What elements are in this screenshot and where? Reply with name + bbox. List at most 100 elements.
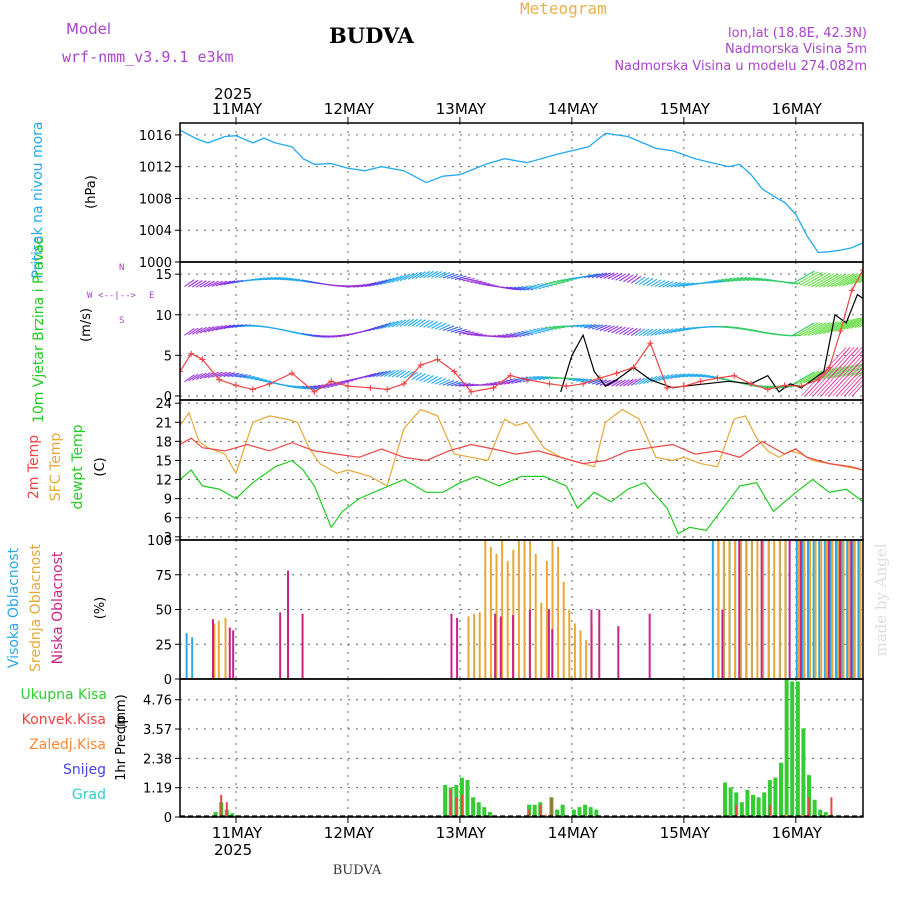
mid-cloud-ylabel: Srednja Oblacnost bbox=[28, 544, 44, 672]
wind-speed-marker bbox=[680, 383, 687, 390]
wind-arrow bbox=[391, 275, 403, 283]
wind-arrow bbox=[768, 385, 781, 389]
wind-arrow bbox=[540, 327, 553, 331]
wind-arrow bbox=[325, 383, 338, 387]
cloud-bar bbox=[801, 540, 804, 679]
wind-arrow bbox=[399, 319, 411, 327]
wind-arrow bbox=[454, 329, 467, 334]
wind-arrow bbox=[188, 373, 199, 382]
wind-arrow bbox=[290, 385, 303, 390]
panel-temperature: 3 6 9 12 15 18 21 24 bbox=[155, 397, 863, 546]
wind-arrow bbox=[184, 374, 195, 383]
wind-arrow bbox=[646, 375, 658, 384]
wind-arrow bbox=[834, 363, 858, 378]
wind-arrow bbox=[442, 272, 455, 279]
wind-arrow bbox=[203, 280, 215, 288]
wind-arrow bbox=[380, 278, 392, 286]
cloud-bar bbox=[547, 609, 550, 679]
wind-arrow bbox=[595, 272, 608, 279]
wind-arrow bbox=[219, 280, 232, 286]
wind-arrow bbox=[415, 319, 426, 327]
wind-arrow bbox=[227, 324, 240, 329]
precip-bar bbox=[583, 804, 588, 817]
wind-speed-marker bbox=[524, 376, 531, 383]
wind-arrow bbox=[442, 379, 455, 386]
wind-speed-marker bbox=[216, 376, 223, 383]
cloud-bar bbox=[185, 633, 188, 679]
pressure-line bbox=[180, 129, 863, 254]
chart-title: Meteogram bbox=[520, 0, 607, 18]
wind-arrow bbox=[435, 271, 447, 278]
wind-speed-marker bbox=[630, 364, 637, 371]
wind-arrow bbox=[854, 371, 863, 377]
wind-arrow bbox=[634, 328, 646, 337]
wind-arrow bbox=[646, 278, 658, 287]
wind-arrow bbox=[391, 369, 403, 378]
wind-arrow bbox=[195, 326, 207, 335]
ytick-label: 15 bbox=[155, 268, 172, 283]
wind-arrow bbox=[384, 321, 395, 329]
wind-arrow bbox=[791, 270, 815, 285]
wind-arrow bbox=[184, 327, 195, 336]
ytick-label: 75 bbox=[155, 569, 172, 584]
wind-arrow bbox=[207, 371, 219, 379]
ytick-label: 5 bbox=[164, 349, 172, 364]
cloud-bar bbox=[450, 613, 453, 679]
wind-arrow bbox=[458, 330, 471, 334]
wind-arrow bbox=[603, 379, 615, 387]
pressure-plot bbox=[180, 129, 863, 254]
wind-compass: W <--|--> E N S bbox=[87, 263, 154, 326]
cloud-bar bbox=[738, 540, 741, 679]
precip-axis-label: 1hr Precip bbox=[114, 715, 129, 781]
top-day-label: 14MAY bbox=[548, 100, 599, 118]
wind-arrow bbox=[803, 272, 827, 287]
wind-arrow bbox=[387, 320, 399, 328]
cloud-bar bbox=[812, 540, 815, 679]
precip-bar bbox=[773, 777, 778, 817]
cloud-bar bbox=[478, 612, 481, 679]
cloud-bar bbox=[489, 546, 492, 679]
top-day-label: 15MAY bbox=[660, 100, 711, 118]
ytick-label: 1016 bbox=[139, 129, 172, 144]
wind-speed-marker bbox=[507, 372, 514, 379]
cloud-bar bbox=[767, 540, 770, 679]
precip-bar bbox=[550, 797, 553, 817]
wind-arrow bbox=[533, 328, 546, 333]
wind-arrow bbox=[274, 276, 287, 281]
wind-arrow bbox=[270, 276, 283, 281]
cloud-bar bbox=[797, 540, 800, 679]
cloud-bar bbox=[825, 540, 828, 679]
wind-arrow bbox=[599, 379, 611, 386]
wind-arrow bbox=[607, 325, 619, 333]
panel-border bbox=[179, 539, 864, 680]
top-day-labels: 11MAY 12MAY 13MAY 14MAY 15MAY 16MAY bbox=[212, 100, 823, 118]
cloud-bar bbox=[551, 540, 554, 679]
cloud-bar bbox=[722, 540, 725, 679]
compass-arrow: <--|--> bbox=[98, 291, 137, 301]
wind-arrow bbox=[368, 281, 380, 287]
cloud-bar bbox=[818, 540, 821, 679]
wind-arrow bbox=[462, 278, 475, 282]
panel-wind: 0 5 10 15 bbox=[155, 262, 863, 405]
wind-arrow bbox=[844, 375, 863, 397]
wind-arrow bbox=[301, 385, 314, 390]
bottom-day-label: 16MAY bbox=[772, 824, 823, 842]
wind-arrow bbox=[599, 325, 611, 332]
cloud-bar bbox=[512, 615, 515, 679]
bottom-day-label: 15MAY bbox=[660, 824, 711, 842]
wind-arrow bbox=[791, 371, 815, 386]
ytick-label: 100 bbox=[147, 534, 172, 549]
wind-arrow bbox=[380, 322, 392, 330]
wind-arrow bbox=[419, 270, 430, 279]
precip-bar bbox=[487, 812, 492, 817]
cloud-bar bbox=[279, 612, 282, 679]
wind-arrow bbox=[427, 270, 439, 278]
wind-arrow bbox=[184, 279, 195, 288]
wind-arrow bbox=[372, 371, 384, 378]
precip-bar bbox=[449, 789, 452, 817]
wind-arrow bbox=[674, 327, 686, 333]
wind-arrow bbox=[411, 372, 422, 381]
wind-arrow bbox=[376, 279, 388, 286]
wind-speed-marker bbox=[781, 382, 788, 389]
wind-arrow bbox=[611, 272, 623, 280]
